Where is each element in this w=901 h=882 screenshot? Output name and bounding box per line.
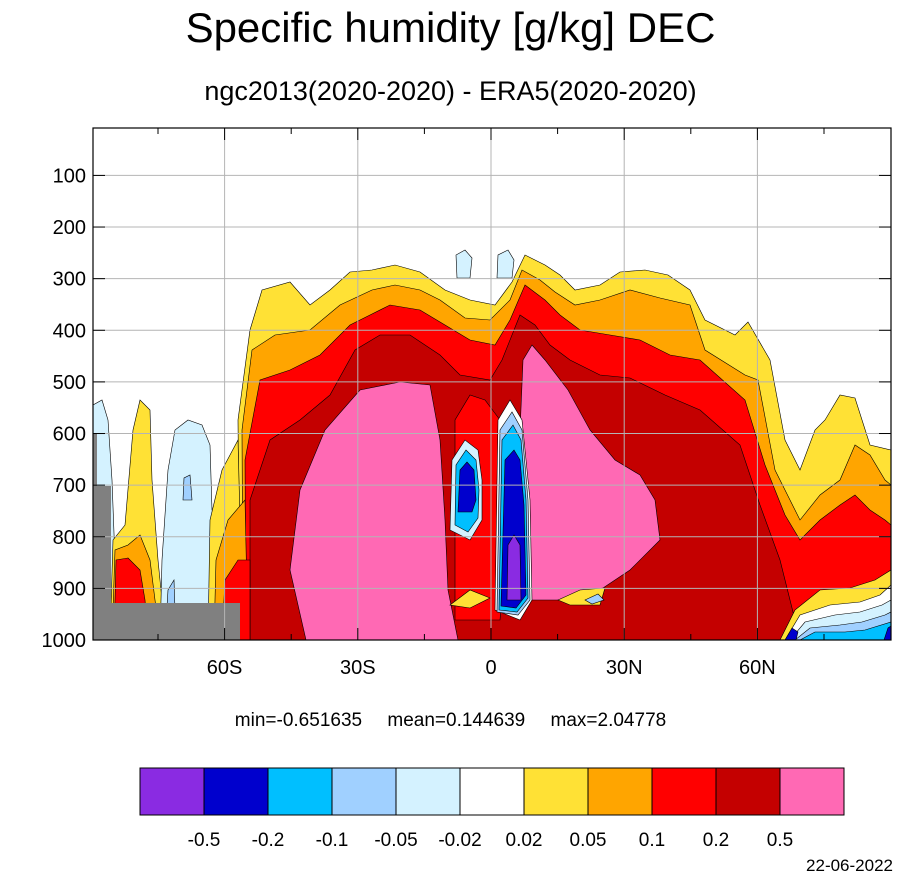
contour-fill-0.5 xyxy=(289,381,459,640)
colorbar-box-9 xyxy=(715,767,781,816)
colorbar-box-5 xyxy=(459,767,525,816)
colorbar-label-1: -0.2 xyxy=(252,830,285,851)
stat-max: max=2.04778 xyxy=(550,710,667,731)
colorbar-label-8: 0.2 xyxy=(703,830,729,851)
stats-line: min=-0.651635 mean=0.144639 max=2.04778 xyxy=(0,710,901,732)
x-tick-label-2: 0 xyxy=(485,657,496,679)
chart-title: Specific humidity [g/kg] DEC xyxy=(185,4,716,51)
stat-min: min=-0.651635 xyxy=(234,710,363,731)
y-tick-label-0: 100 xyxy=(53,165,86,187)
y-tick-label-3: 400 xyxy=(53,320,86,342)
x-tick-label-1: 30S xyxy=(340,657,376,679)
y-tick-label-4: 500 xyxy=(53,372,86,394)
colorbar-box-4 xyxy=(395,767,461,816)
y-tick-label-5: 600 xyxy=(53,424,86,446)
x-tick-label-0: 60S xyxy=(207,657,243,679)
y-tick-label-1: 200 xyxy=(53,217,86,239)
date-stamp: 22-06-2022 xyxy=(806,856,893,875)
colorbar-label-5: 0.02 xyxy=(506,830,543,851)
colorbar-box-10 xyxy=(779,767,845,816)
colorbar-box-8 xyxy=(651,767,717,816)
colorbar-label-9: 0.5 xyxy=(767,830,793,851)
colorbar-box-1 xyxy=(203,767,269,816)
grid-lines xyxy=(93,128,891,640)
colorbar-box-0 xyxy=(139,767,205,816)
y-tick-label-7: 800 xyxy=(53,527,86,549)
plot-frame xyxy=(92,127,892,641)
colorbar-label-2: -0.1 xyxy=(316,830,349,851)
axis-ticks: 60S 30S 0 30N 60N 100 200 300 400 500 600 700 800 900… xyxy=(42,128,891,679)
colorbar-label-0: -0.5 xyxy=(188,830,221,851)
chart-subtitle: ngc2013(2020-2020) - ERA5(2020-2020) xyxy=(204,76,697,106)
colorbar-box-3 xyxy=(331,767,397,816)
x-tick-label-4: 60N xyxy=(739,657,776,679)
terrain-mask xyxy=(93,434,240,640)
colorbar-box-2 xyxy=(267,767,333,816)
contour-field xyxy=(93,249,891,640)
colorbar: -0.5 -0.2 -0.1 -0.05 -0.02 0.02 0.05 0.1 0.2 0.5 xyxy=(139,767,845,851)
colorbar-box-7 xyxy=(587,767,653,816)
colorbar-label-4: -0.02 xyxy=(438,830,481,851)
y-tick-label-6: 700 xyxy=(53,475,86,497)
y-tick-label-2: 300 xyxy=(53,269,86,291)
colorbar-label-6: 0.05 xyxy=(570,830,607,851)
colorbar-label-3: -0.05 xyxy=(374,830,417,851)
colorbar-box-6 xyxy=(523,767,589,816)
x-tick-label-3: 30N xyxy=(606,657,643,679)
y-tick-label-8: 900 xyxy=(53,578,86,600)
stat-mean: mean=0.144639 xyxy=(387,710,526,731)
colorbar-label-7: 0.1 xyxy=(639,830,665,851)
y-tick-label-9: 1000 xyxy=(42,630,87,652)
